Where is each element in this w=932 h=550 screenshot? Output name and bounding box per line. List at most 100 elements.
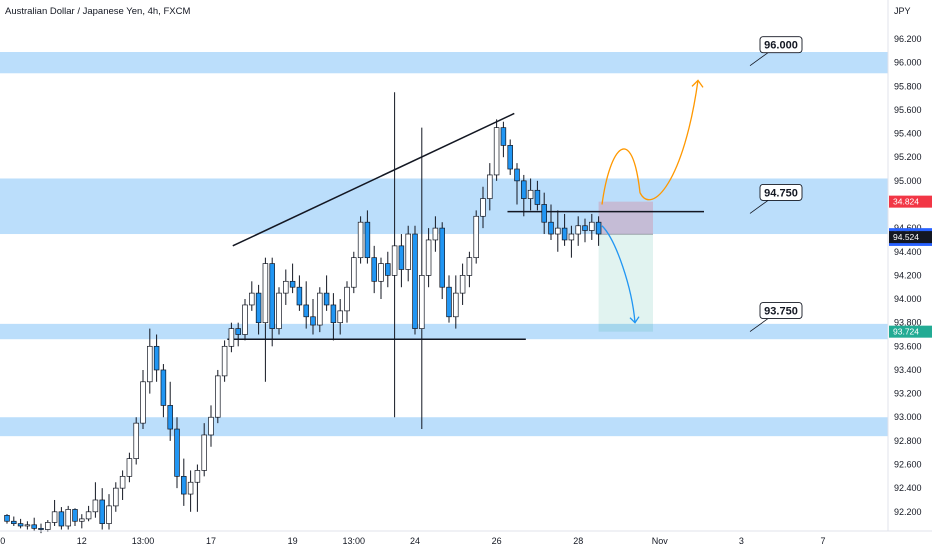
y-tick-label: 95.800 [894, 81, 922, 91]
candle-body [500, 127, 507, 146]
trade-layer [598, 201, 653, 332]
candle-body [337, 310, 343, 324]
candle-body [555, 227, 561, 235]
candle-body [493, 127, 500, 176]
candle-body [473, 215, 479, 259]
candle-body [317, 292, 323, 326]
y-tick-label: 95.200 [894, 152, 922, 162]
price-tag [889, 195, 932, 208]
y-tick-label: 95.400 [894, 129, 922, 139]
candle-body [439, 227, 445, 288]
candle-body [283, 280, 289, 294]
bullish-arrow-head [691, 79, 704, 88]
candle-body [561, 227, 568, 241]
candle-body [357, 221, 364, 259]
candle-body [548, 221, 554, 235]
candle-body [133, 422, 139, 459]
candle-body [194, 470, 201, 483]
chart-title: Australian Dollar / Japanese Yen, 4h, FX… [5, 6, 190, 17]
candle-body [276, 292, 282, 329]
bearish-projection-path[interactable] [601, 225, 636, 323]
candle-body [385, 263, 391, 276]
projection-layer [601, 79, 704, 324]
stop-zone [598, 201, 653, 235]
callout-leader [749, 200, 769, 214]
candle-body [160, 369, 167, 406]
candle-body [187, 481, 194, 495]
x-tick-label: 7 [820, 536, 825, 546]
time-axis[interactable]: 0 12 13:00 17 19 13:00 24 26 28 Nov 3 7 [0, 536, 825, 546]
callout-box[interactable] [759, 183, 803, 201]
candle-body [303, 304, 309, 318]
callout-label: 96.000 [764, 40, 798, 52]
zone-band [0, 52, 888, 74]
candle-body [140, 381, 146, 424]
candle-body [541, 204, 547, 223]
candle-body [4, 514, 10, 522]
candle-body [174, 428, 180, 477]
candle-body [228, 328, 235, 347]
candle-body [582, 225, 588, 231]
candle-body [595, 221, 602, 235]
x-tick-label: 0 [0, 536, 5, 546]
candle-body [398, 245, 405, 270]
candle-body [534, 189, 541, 205]
candle-body [371, 257, 377, 282]
callout-label: 94.750 [764, 187, 798, 199]
candle-body [289, 280, 296, 288]
candle-body [181, 475, 187, 495]
candle-body [330, 304, 337, 324]
candle-body [167, 405, 173, 430]
callout-label: 93.750 [764, 306, 798, 318]
candle-body [351, 257, 357, 288]
candle-body [405, 233, 411, 270]
x-tick-label: 13:00 [132, 536, 155, 546]
candle-body [412, 233, 418, 329]
price-tag-label: 93.724 [893, 327, 919, 337]
y-tick-label: 94.400 [894, 247, 922, 257]
candle-body [208, 416, 214, 436]
candle-body [480, 198, 486, 217]
zone-layer [0, 52, 888, 437]
candle-body [364, 221, 371, 259]
candle-body [31, 524, 37, 529]
candle-body [85, 511, 92, 520]
x-tick-label: 12 [77, 536, 87, 546]
y-tick-label: 96.000 [894, 58, 922, 68]
callout-box[interactable] [759, 36, 803, 54]
candle-body [487, 174, 493, 199]
x-tick-label: 26 [492, 536, 502, 546]
callout-box[interactable] [759, 302, 803, 320]
callout-layer[interactable]: 96.000 94.750 93.750 [749, 36, 803, 332]
zone-band [0, 178, 888, 235]
trendline[interactable] [232, 112, 515, 247]
candle-body [106, 505, 112, 524]
x-tick-label: Nov [652, 536, 669, 546]
price-axis[interactable]: 92.200 92.400 92.600 92.800 93.000 93.200 93.4… [894, 34, 922, 517]
y-tick-label: 94.000 [894, 294, 922, 304]
candle-body [92, 499, 99, 513]
candle-body [51, 511, 58, 523]
candle-body [147, 345, 153, 383]
candle-body [79, 518, 85, 522]
y-tick-label: 92.200 [894, 507, 922, 517]
candle-body [391, 245, 398, 276]
candle-body [235, 328, 241, 335]
candle-body [221, 345, 228, 377]
candle-body [514, 168, 520, 182]
bullish-projection-path[interactable] [601, 80, 699, 205]
candle-body [323, 292, 330, 306]
candle-body [45, 522, 51, 530]
candle-body [11, 520, 17, 524]
candle-body [378, 263, 384, 282]
y-tick-label: 93.800 [894, 318, 922, 328]
bearish-arrow-head [629, 316, 640, 324]
candle-body [99, 499, 105, 524]
candle-body [24, 524, 31, 527]
candle-body [262, 263, 269, 324]
candle-body [507, 145, 513, 170]
y-tick-label: 96.200 [894, 34, 922, 44]
candle-body [72, 509, 78, 522]
candle-body [453, 292, 459, 318]
